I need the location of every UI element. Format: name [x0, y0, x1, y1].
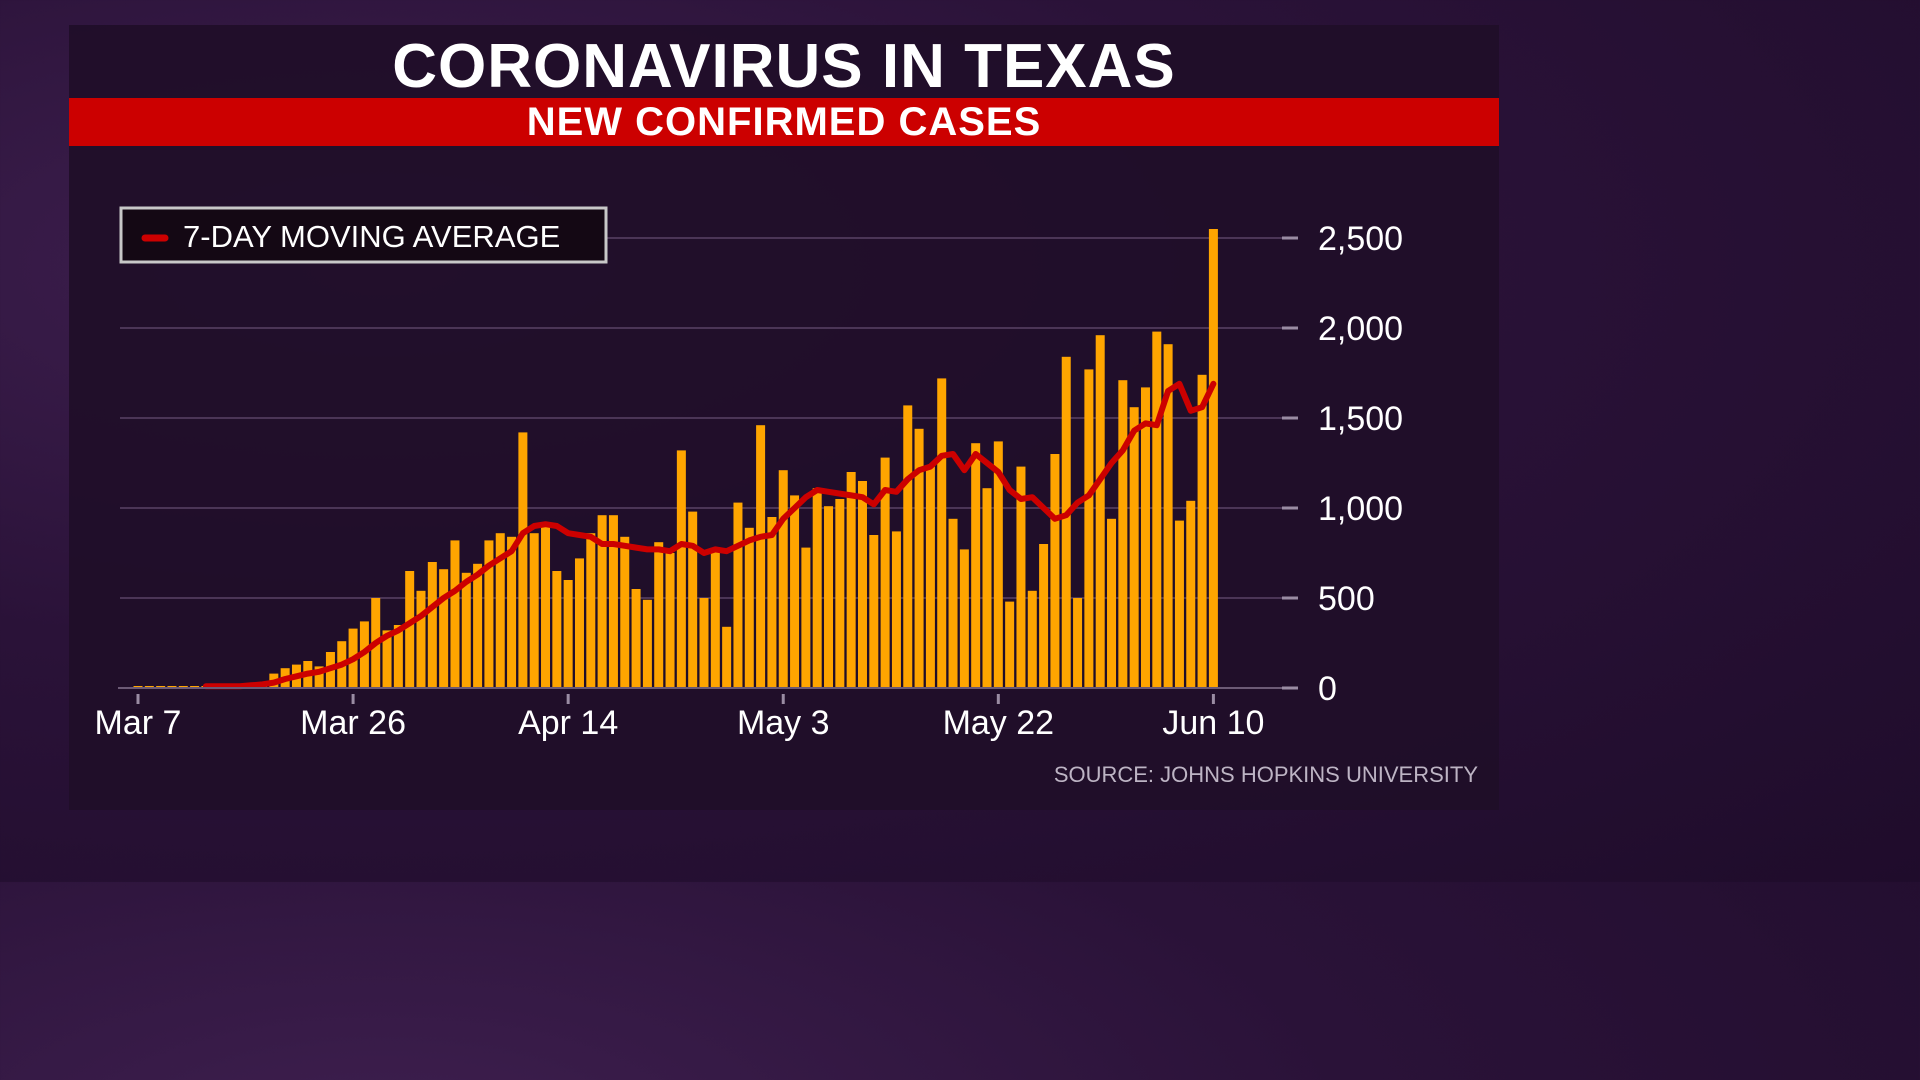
bar-47 [665, 553, 675, 688]
bar-54 [744, 527, 754, 688]
x-tick-label: May 22 [943, 704, 1055, 742]
chart-subtitle: NEW CONFIRMED CASES [69, 98, 1499, 146]
cases-chart: 0 500 1,000 1,500 2,000 2,500 Mar 7 Mar 26 Apr … [95, 206, 1403, 742]
bar-82 [1061, 356, 1071, 688]
bar-72 [948, 518, 958, 688]
bar-50 [699, 598, 709, 688]
bar-89 [1140, 387, 1150, 688]
bar-series [133, 229, 1218, 688]
source-note: SOURCE: JOHNS HOPKINS UNIVERSITY [1053, 762, 1478, 787]
bar-85 [1095, 335, 1105, 688]
bar-67 [891, 531, 901, 688]
bar-58 [790, 495, 800, 688]
bar-16 [314, 666, 324, 688]
bar-34 [518, 432, 528, 688]
bar-73 [959, 549, 969, 688]
bar-66 [880, 457, 890, 688]
bar-38 [563, 580, 573, 688]
bar-74 [971, 443, 981, 688]
bar-22 [382, 630, 392, 688]
bar-42 [608, 515, 618, 688]
bar-36 [541, 526, 551, 688]
y-tick-label: 1,000 [1318, 490, 1403, 528]
y-tick-label: 2,500 [1318, 220, 1403, 258]
bar-59 [801, 547, 811, 688]
bar-29 [461, 572, 471, 688]
bar-90 [1152, 331, 1162, 688]
bar-69 [914, 428, 924, 688]
legend: 7-DAY MOVING AVERAGE [119, 206, 608, 264]
bar-88 [1129, 407, 1139, 688]
bar-33 [507, 536, 517, 688]
bar-40 [586, 533, 596, 688]
bar-76 [993, 441, 1003, 688]
bar-30 [473, 563, 483, 688]
bar-24 [405, 571, 415, 688]
bar-78 [1016, 466, 1026, 688]
bar-94 [1197, 374, 1207, 688]
bar-70 [925, 466, 935, 688]
bar-28 [450, 540, 460, 688]
bar-35 [529, 533, 539, 688]
bar-63 [846, 472, 856, 688]
bar-53 [733, 502, 743, 688]
bar-81 [1050, 454, 1060, 688]
bar-41 [597, 515, 607, 688]
x-tick-label: Jun 10 [1162, 704, 1264, 742]
bar-55 [756, 425, 766, 688]
x-axis: Mar 7 Mar 26 Apr 14 May 3 May 22 Jun 10 [95, 687, 1282, 742]
bar-37 [552, 571, 562, 688]
bar-27 [439, 569, 449, 688]
bar-44 [631, 589, 641, 688]
bar-93 [1186, 500, 1196, 688]
bar-68 [903, 405, 913, 688]
x-tick-label: Mar 26 [300, 704, 406, 742]
legend-box [119, 206, 608, 264]
chart-title: CORONAVIRUS IN TEXAS [392, 32, 1176, 101]
bar-77 [1005, 601, 1015, 688]
x-tick-label: Mar 7 [95, 704, 182, 742]
bar-45 [642, 599, 652, 688]
bar-61 [824, 506, 834, 688]
bar-57 [778, 470, 788, 688]
bar-31 [484, 540, 494, 688]
bar-83 [1073, 598, 1083, 688]
y-tick-label: 1,500 [1318, 400, 1403, 438]
x-tick-label: Apr 14 [518, 704, 618, 742]
bar-25 [416, 590, 426, 688]
bar-39 [574, 558, 584, 688]
bar-79 [1027, 590, 1037, 688]
bar-26 [427, 562, 437, 688]
moving-average-line [202, 380, 1217, 690]
bar-48 [676, 450, 686, 688]
bar-86 [1107, 518, 1117, 688]
bar-91 [1163, 344, 1173, 688]
y-tick-label: 500 [1318, 580, 1375, 618]
bar-51 [710, 547, 720, 688]
bar-32 [495, 533, 505, 688]
bar-64 [857, 481, 867, 688]
y-tick-label: 2,000 [1318, 310, 1403, 348]
bar-65 [869, 535, 879, 688]
bar-60 [812, 488, 822, 688]
bar-49 [688, 511, 698, 688]
bar-46 [654, 542, 664, 688]
bar-87 [1118, 380, 1128, 688]
legend-label: 7-DAY MOVING AVERAGE [183, 219, 560, 254]
bar-92 [1174, 520, 1184, 688]
bar-56 [767, 517, 777, 688]
y-axis: 0 500 1,000 1,500 2,000 2,500 [1282, 220, 1403, 708]
bar-75 [982, 488, 992, 688]
bar-71 [937, 378, 947, 688]
bar-95 [1208, 229, 1218, 688]
x-tick-label: May 3 [737, 704, 830, 742]
bar-43 [620, 536, 630, 688]
bar-80 [1039, 544, 1049, 688]
bar-62 [835, 499, 845, 688]
bar-23 [393, 625, 403, 688]
y-tick-label: 0 [1318, 670, 1337, 708]
bar-84 [1084, 369, 1094, 688]
bar-52 [722, 626, 732, 688]
